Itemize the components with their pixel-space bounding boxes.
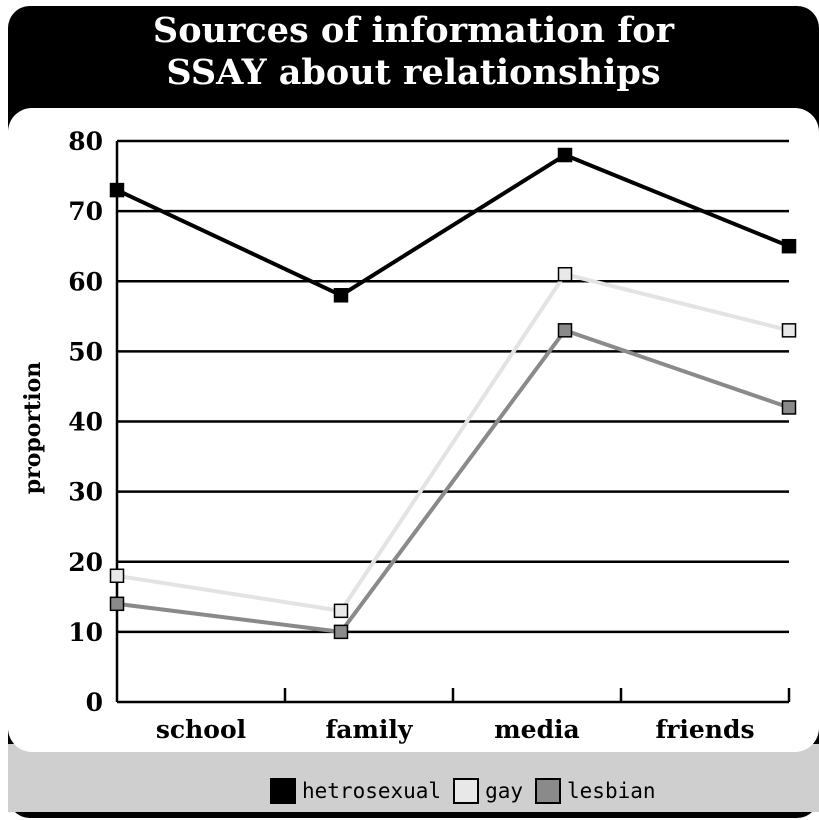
y-tick-label-30: 30	[68, 478, 103, 507]
x-tick-label-media: media	[494, 715, 580, 744]
x-tick-label-family: family	[326, 715, 414, 744]
marker-hetrosexual-family	[333, 288, 349, 303]
marker-hetrosexual-friends	[781, 238, 797, 254]
series-line-lesbian	[116, 328, 790, 634]
legend-swatch-lesbian	[535, 778, 562, 804]
legend-label-lesbian: lesbian	[567, 779, 656, 803]
marker-hetrosexual-school	[109, 182, 125, 198]
marker-lesbian-media	[557, 323, 573, 338]
legend-item-lesbian: lesbian	[535, 778, 656, 804]
marker-lesbian-friends	[781, 400, 797, 415]
marker-gay-family	[333, 603, 349, 619]
plot-panel	[8, 108, 819, 752]
marker-lesbian-family	[333, 624, 349, 640]
chart-title-line-1: Sources of information for	[152, 10, 675, 51]
legend-label-gay: gay	[485, 779, 524, 803]
x-tick-label-friends: friends	[655, 715, 754, 744]
legend: hetrosexual gay lesbian	[270, 778, 668, 804]
chart-title: Sources of information for SSAY about re…	[8, 10, 819, 94]
marker-hetrosexual-media	[557, 147, 573, 163]
legend-band	[8, 744, 819, 812]
y-tick-label-50: 50	[68, 337, 103, 366]
x-tick-label-school: school	[156, 715, 246, 744]
marker-gay-media	[557, 266, 573, 282]
marker-lesbian-school	[109, 596, 125, 612]
y-tick-label-0: 0	[86, 688, 103, 717]
y-tick-label-40: 40	[68, 408, 103, 437]
y-tick-label-70: 70	[68, 197, 103, 226]
legend-item-gay: gay	[453, 778, 523, 804]
legend-swatch-hetrosexual	[270, 778, 296, 804]
series-line-hetrosexual	[116, 153, 790, 298]
y-tick-label-20: 20	[68, 548, 103, 577]
y-tick-label-60: 60	[68, 267, 103, 296]
series-line-gay	[116, 272, 790, 613]
y-tick-label-10: 10	[68, 618, 103, 647]
legend-item-hetrosexual: hetrosexual	[270, 778, 441, 804]
chart-title-line-2: SSAY about relationships	[166, 52, 661, 93]
y-axis-title: proportion	[20, 361, 46, 495]
y-tick-label-80: 80	[68, 127, 103, 156]
marker-gay-friends	[781, 323, 797, 338]
marker-gay-school	[109, 568, 125, 584]
legend-swatch-gay	[453, 778, 480, 804]
legend-label-hetrosexual: hetrosexual	[302, 779, 442, 803]
